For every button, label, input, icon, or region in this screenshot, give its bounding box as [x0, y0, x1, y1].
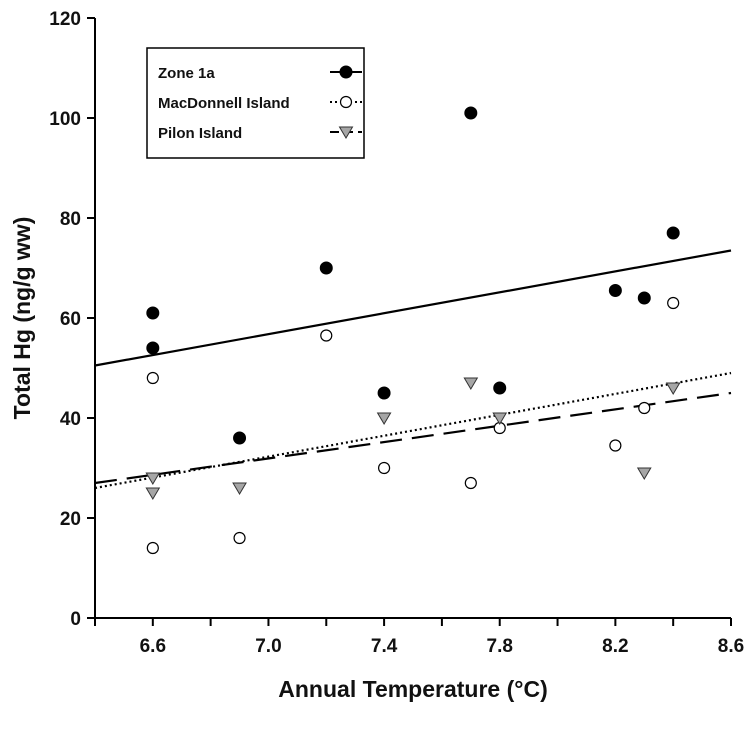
data-points [145, 106, 681, 555]
data-point-series-1 [146, 371, 159, 385]
data-point-series-1 [377, 461, 391, 475]
y-tick-label: 0 [70, 609, 81, 630]
data-point-series-0 [377, 386, 391, 400]
fit-lines [94, 249, 732, 490]
data-point-series-1 [609, 439, 622, 452]
data-point-series-1 [233, 531, 246, 545]
x-tick-label: 6.6 [140, 636, 166, 657]
data-point-series-1 [320, 329, 333, 342]
x-tick-label: 8.6 [718, 636, 744, 657]
y-tick-label: 120 [49, 9, 81, 30]
data-point-series-0 [637, 291, 651, 305]
y-tick-label: 60 [60, 309, 81, 330]
legend-box [146, 47, 365, 159]
fit-line-1 [94, 371, 732, 490]
data-point-series-0 [666, 226, 680, 240]
x-tick-label: 7.0 [255, 636, 281, 657]
data-point-series-2 [145, 472, 161, 485]
x-ticks: 6.6 7.0 7.4 7.8 8.2 8.6 [94, 618, 744, 657]
data-point-series-1 [667, 296, 680, 310]
legend-label-macdonnell-island: MacDonnell Island [158, 95, 290, 112]
legend: Zone 1a MacDonnell Island Pilon Island [146, 47, 365, 159]
data-point-series-0 [493, 381, 507, 395]
y-tick-label: 40 [60, 409, 81, 430]
legend-keys [330, 65, 362, 139]
fit-line-0 [94, 249, 732, 367]
data-point-series-2 [376, 412, 392, 425]
data-point-series-2 [665, 382, 681, 395]
data-point-series-1 [638, 401, 651, 415]
data-point-series-0 [233, 431, 247, 445]
x-tick-label: 7.8 [487, 636, 513, 657]
x-tick-label: 8.2 [602, 636, 628, 657]
data-point-series-0 [146, 341, 160, 355]
data-point-series-0 [319, 261, 333, 275]
y-tick-label: 20 [60, 509, 81, 530]
legend-marker [339, 65, 353, 79]
data-point-series-2 [232, 482, 247, 495]
data-point-series-2 [636, 467, 652, 480]
y-tick-label: 100 [49, 109, 81, 130]
data-point-series-0 [608, 284, 622, 297]
data-point-series-2 [492, 412, 508, 425]
x-tick-label: 7.4 [371, 636, 398, 657]
data-point-series-2 [145, 487, 161, 500]
fit-line-2 [94, 391, 732, 485]
y-axis-title: Total Hg (ng/g ww) [9, 217, 35, 420]
y-tick-label: 80 [60, 209, 81, 230]
data-point-series-1 [464, 476, 477, 490]
legend-label-pilon-island: Pilon Island [158, 125, 242, 142]
legend-label-zone-1a: Zone 1a [158, 65, 215, 82]
legend-marker [338, 126, 354, 139]
legend-marker [339, 95, 353, 109]
data-point-series-1 [146, 541, 159, 555]
data-point-series-0 [464, 106, 478, 120]
data-point-series-2 [463, 377, 479, 390]
y-ticks: 0 20 40 60 80 100 120 [49, 9, 95, 630]
x-axis-title: Annual Temperature (°C) [278, 676, 547, 702]
data-point-series-0 [146, 306, 160, 320]
